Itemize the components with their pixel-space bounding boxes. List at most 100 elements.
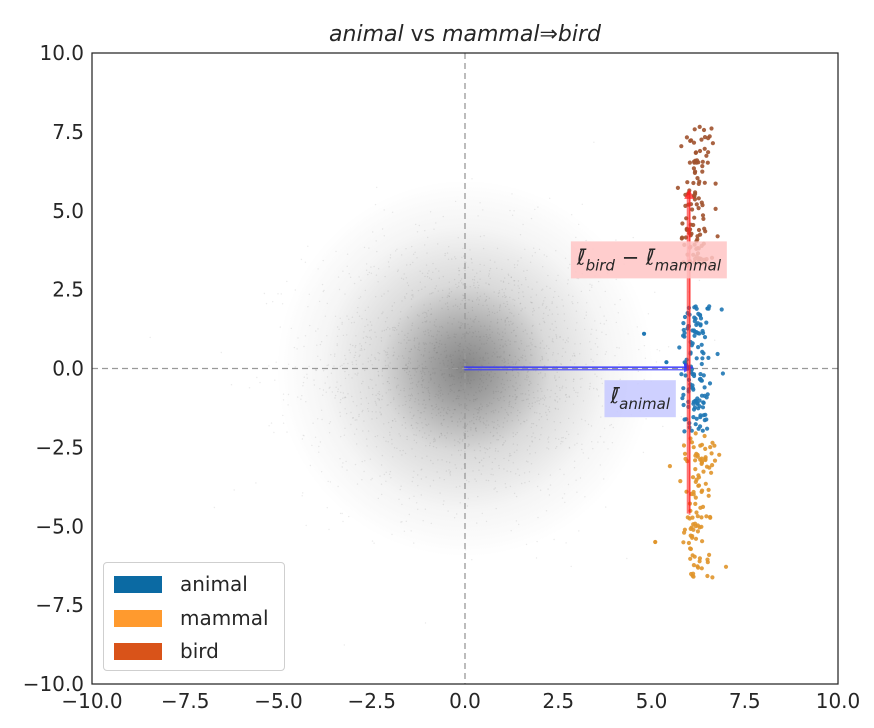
cloud-point xyxy=(408,394,410,397)
cloud-point xyxy=(322,290,324,293)
legend-swatch-animal xyxy=(114,575,162,593)
cloud-point xyxy=(391,211,394,213)
cloud-point xyxy=(517,375,520,377)
cloud-point xyxy=(465,479,468,482)
cloud-point xyxy=(524,482,526,484)
cloud-point xyxy=(330,372,333,374)
cloud-point xyxy=(367,324,369,326)
cloud-point xyxy=(487,405,490,407)
point-mammal xyxy=(705,560,710,565)
point-animal xyxy=(686,404,691,409)
cloud-point xyxy=(374,203,377,206)
cloud-point xyxy=(457,237,459,239)
cloud-point xyxy=(528,480,530,483)
cloud-point xyxy=(603,323,605,325)
cloud-point xyxy=(514,299,516,301)
point-animal xyxy=(680,396,685,401)
cloud-point xyxy=(467,266,469,269)
cloud-point xyxy=(356,419,358,421)
cloud-point xyxy=(477,297,479,299)
cloud-point xyxy=(407,317,410,319)
cloud-point xyxy=(478,469,480,471)
cloud-point xyxy=(416,427,418,429)
cloud-point xyxy=(466,318,468,320)
cloud-point xyxy=(565,437,567,440)
cloud-point xyxy=(365,335,367,338)
cloud-point xyxy=(565,393,567,396)
cloud-point xyxy=(435,393,437,395)
cloud-point xyxy=(297,337,299,339)
cloud-point xyxy=(430,379,432,381)
cloud-point xyxy=(415,442,418,444)
cloud-point xyxy=(334,397,336,399)
cloud-point xyxy=(488,273,490,275)
cloud-point xyxy=(601,331,603,333)
cloud-point xyxy=(342,397,344,399)
cloud-point xyxy=(476,292,478,294)
cloud-point xyxy=(568,446,571,449)
cloud-point xyxy=(543,312,545,315)
cloud-point xyxy=(504,361,506,363)
point-bird xyxy=(696,181,701,186)
cloud-point xyxy=(421,457,423,459)
cloud-point xyxy=(425,313,428,315)
cloud-point xyxy=(591,441,593,443)
cloud-point xyxy=(512,363,514,365)
cloud-point xyxy=(512,432,514,434)
cloud-point xyxy=(362,363,364,365)
cloud-point xyxy=(428,392,431,394)
cloud-point xyxy=(505,372,508,374)
cloud-point xyxy=(543,320,545,323)
cloud-point xyxy=(488,283,490,285)
cloud-point xyxy=(387,261,390,263)
cloud-point xyxy=(423,372,426,374)
cloud-point xyxy=(467,393,469,396)
y-tick-label: 5.0 xyxy=(52,199,84,223)
cloud-point xyxy=(268,425,270,427)
cloud-point xyxy=(465,425,468,427)
cloud-point xyxy=(369,321,372,323)
cloud-point xyxy=(472,320,474,322)
cloud-point xyxy=(627,366,629,368)
cloud-point xyxy=(368,247,370,249)
cloud-point xyxy=(440,369,442,371)
cloud-point xyxy=(510,412,512,414)
cloud-point xyxy=(382,311,384,313)
cloud-point xyxy=(486,339,488,341)
cloud-point xyxy=(430,459,432,462)
cloud-point xyxy=(534,345,536,348)
cloud-point xyxy=(518,474,521,476)
cloud-point xyxy=(488,270,491,272)
cloud-point xyxy=(498,464,500,467)
cloud-point xyxy=(446,331,448,333)
cloud-point xyxy=(575,391,577,394)
cloud-point xyxy=(575,479,577,481)
cloud-point xyxy=(576,442,578,444)
cloud-point xyxy=(355,344,357,347)
cloud-point xyxy=(367,408,369,410)
cloud-point xyxy=(479,461,481,464)
cloud-point xyxy=(513,264,516,266)
cloud-point xyxy=(534,251,536,254)
cloud-point xyxy=(459,326,462,328)
cloud-point xyxy=(482,417,485,419)
cloud-point xyxy=(572,403,575,405)
cloud-point xyxy=(486,404,488,406)
cloud-point xyxy=(333,365,335,367)
point-mammal xyxy=(696,483,702,488)
cloud-point xyxy=(416,231,419,233)
cloud-point xyxy=(517,280,520,282)
cloud-point xyxy=(344,427,346,429)
y-tick-label: −7.5 xyxy=(35,593,84,617)
cloud-point xyxy=(439,362,441,364)
cloud-point xyxy=(574,444,576,446)
cloud-point xyxy=(381,228,384,230)
point-animal xyxy=(687,425,692,430)
cloud-point xyxy=(420,372,423,375)
cloud-point xyxy=(526,419,528,421)
cloud-point xyxy=(504,343,506,345)
point-mammal xyxy=(700,504,706,509)
point-mammal xyxy=(710,440,715,445)
cloud-point xyxy=(576,322,578,324)
cloud-point xyxy=(508,282,510,285)
